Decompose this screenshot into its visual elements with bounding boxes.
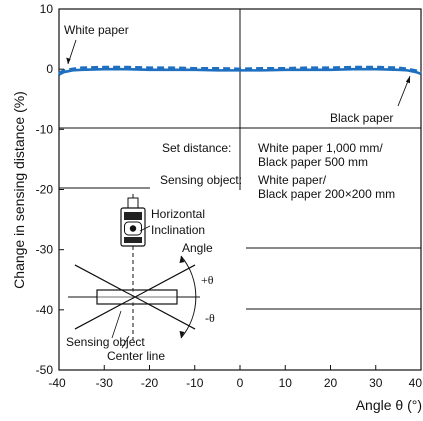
inset-angle-arrow-top	[179, 256, 185, 263]
inset-plus-theta: +θ	[201, 273, 214, 287]
inset-sensing-object-leader	[111, 310, 122, 339]
set-distance-line1: White paper 1,000 mm/	[258, 141, 383, 155]
series-label-white-paper: White paper	[64, 23, 129, 37]
x-tick-labels: -40 -30 -20 -10 0 10 20 30 40	[48, 376, 422, 390]
y-tick-label: -30	[36, 243, 54, 257]
inset-inclination-label: Inclination	[151, 223, 205, 237]
series-lines	[58, 65, 422, 76]
x-axis-label: Angle θ (°)	[356, 397, 422, 413]
sensing-object-line2: Black paper 200×200 mm	[258, 187, 395, 201]
x-tick-label: 10	[279, 376, 293, 390]
inset-horizontal-label: Horizontal	[151, 207, 205, 221]
axis-ticks	[58, 8, 422, 371]
x-tick-label: -40	[48, 376, 66, 390]
sensing-object-line1: White paper/	[258, 173, 327, 187]
y-tick-labels: 10 0 -10 -20 -30 -40 -50	[36, 2, 54, 377]
x-tick-label: 20	[324, 376, 338, 390]
x-tick-label: -30	[96, 376, 114, 390]
y-tick-label: -50	[36, 363, 54, 377]
x-tick-label: 40	[409, 376, 423, 390]
sensor-cable-icon	[127, 197, 139, 209]
inset-diagonal-line-2-over	[74, 264, 196, 330]
y-tick-label: 0	[46, 62, 53, 76]
sensing-object-label: Sensing object:	[160, 173, 242, 187]
x-tick-label: -10	[186, 376, 204, 390]
sensor-indicator-icon	[124, 212, 142, 220]
y-tick-label: 10	[40, 2, 54, 16]
set-distance-line2: Black paper 500 mm	[258, 155, 368, 169]
inset-center-line-leader	[121, 335, 130, 349]
black-paper-leader-arrow	[405, 76, 410, 84]
series-label-black-paper: Black paper	[330, 111, 393, 125]
white-paper-leader-arrow	[66, 57, 71, 64]
x-tick-label: -20	[141, 376, 159, 390]
y-tick-label: -40	[36, 303, 54, 317]
series-line-black-paper	[58, 67, 422, 76]
y-tick-label: -10	[36, 122, 54, 136]
inset-minus-theta: -θ	[205, 311, 215, 325]
inset-angle-arrow-bottom	[179, 331, 185, 338]
sensor-bottom-icon	[124, 237, 142, 243]
inset-center-line-label: Center line	[107, 349, 165, 363]
inclination-leader-line	[139, 225, 151, 232]
x-tick-label: 0	[237, 376, 244, 390]
set-distance-label: Set distance:	[162, 141, 231, 155]
inset-sensing-object-label: Sensing object	[66, 335, 145, 349]
inset-diagram: Horizontal Inclination Angle +θ -θ Sensi…	[66, 194, 215, 363]
inset-angle-label: Angle	[182, 241, 213, 255]
inset-angle-arc	[180, 255, 197, 339]
inset-sensing-object-icon	[96, 289, 178, 305]
y-axis-label: Change in sensing distance (%)	[11, 91, 27, 289]
y-tick-label: -20	[36, 183, 54, 197]
x-tick-label: 30	[369, 376, 383, 390]
sensor-lens-center-icon	[129, 225, 137, 232]
